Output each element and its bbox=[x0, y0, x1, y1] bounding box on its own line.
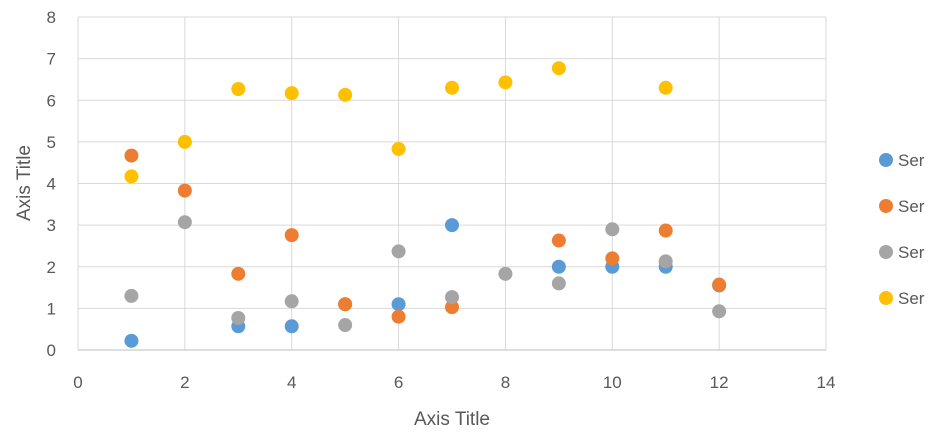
series-4-point bbox=[177, 134, 192, 149]
series-2-point bbox=[605, 251, 620, 266]
x-tick-label: 10 bbox=[603, 373, 622, 392]
series-4-point bbox=[658, 80, 673, 95]
y-tick-label: 6 bbox=[47, 91, 56, 110]
series-4-point bbox=[284, 86, 299, 101]
y-tick-label: 3 bbox=[47, 216, 56, 235]
series-2-point bbox=[712, 277, 727, 292]
series-2-point bbox=[551, 233, 566, 248]
legend-label-3: Ser bbox=[898, 243, 925, 262]
legend: Ser Ser Ser Ser bbox=[879, 151, 925, 308]
series-1-point bbox=[551, 259, 566, 274]
x-tick-label: 4 bbox=[287, 373, 296, 392]
series-4-point bbox=[445, 80, 459, 95]
legend-marker-1 bbox=[879, 153, 893, 167]
x-tick-label: 0 bbox=[73, 373, 82, 392]
y-tick-label: 2 bbox=[47, 258, 56, 277]
y-tick-label: 7 bbox=[47, 50, 56, 69]
series-1-point bbox=[391, 297, 406, 312]
y-axis-title: Axis Title bbox=[14, 145, 35, 221]
series-1-point bbox=[445, 218, 459, 233]
series-3-point bbox=[177, 215, 192, 230]
series-2-point bbox=[284, 228, 299, 243]
x-axis-title: Axis Title bbox=[414, 409, 490, 430]
legend-label-4: Ser bbox=[898, 289, 925, 308]
series-2-point bbox=[124, 148, 139, 163]
y-tick-label: 8 bbox=[47, 8, 56, 27]
series-3-point bbox=[605, 222, 620, 237]
series-2-point bbox=[445, 300, 459, 315]
axes bbox=[77, 17, 826, 351]
series-4-point bbox=[124, 169, 139, 184]
series-4-point bbox=[338, 87, 353, 102]
series-1-point bbox=[124, 333, 139, 348]
legend-label-1: Ser bbox=[898, 151, 925, 170]
y-tick-label: 4 bbox=[47, 175, 56, 194]
x-tick-label: 8 bbox=[501, 373, 510, 392]
series-3-point bbox=[551, 276, 566, 291]
series-3-point bbox=[712, 304, 727, 319]
x-tick-label: 14 bbox=[817, 373, 836, 392]
gridlines bbox=[78, 16, 827, 350]
x-tick-label: 12 bbox=[710, 373, 729, 392]
series-3-point bbox=[338, 318, 353, 333]
x-tick-label: 6 bbox=[394, 373, 403, 392]
series-3-point bbox=[445, 290, 459, 305]
data-points bbox=[124, 61, 727, 348]
series-3-point bbox=[498, 266, 513, 281]
legend-label-2: Ser bbox=[898, 197, 925, 216]
series-3-point bbox=[391, 244, 406, 259]
series-2-point bbox=[231, 266, 246, 281]
series-2-point bbox=[391, 309, 406, 324]
y-tick-label: 5 bbox=[47, 133, 56, 152]
legend-marker-4 bbox=[879, 291, 893, 305]
series-4-point bbox=[551, 61, 566, 76]
series-2-point bbox=[338, 297, 353, 312]
series-4-point bbox=[231, 82, 246, 97]
series-2-point bbox=[658, 223, 673, 238]
series-4-point bbox=[498, 75, 513, 90]
series-3-point bbox=[284, 294, 299, 309]
x-tick-label: 2 bbox=[180, 373, 189, 392]
series-3-point bbox=[658, 254, 673, 269]
series-1-point bbox=[284, 319, 299, 334]
legend-marker-3 bbox=[879, 245, 893, 259]
series-3-point bbox=[231, 310, 246, 325]
y-tick-label: 1 bbox=[47, 299, 56, 318]
series-2-point bbox=[177, 183, 192, 198]
y-tick-label: 0 bbox=[47, 341, 56, 360]
series-4-point bbox=[391, 141, 406, 156]
series-3-point bbox=[124, 288, 139, 303]
legend-marker-2 bbox=[879, 199, 893, 213]
